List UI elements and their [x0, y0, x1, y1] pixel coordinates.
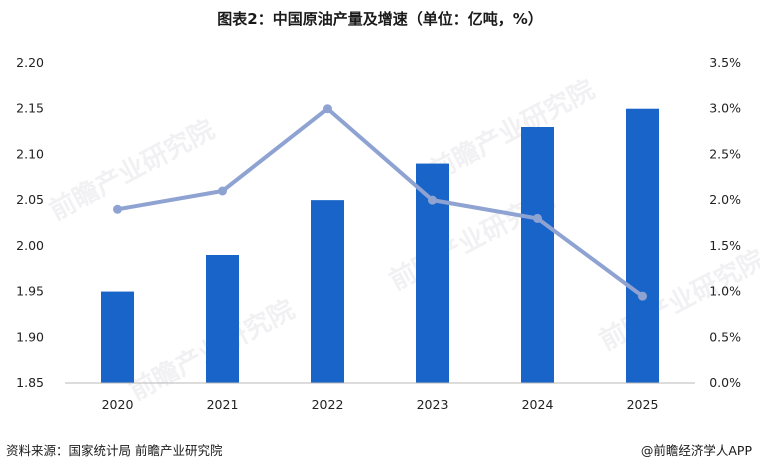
bar	[206, 255, 239, 383]
left-axis: 2.20 2.15 2.10 2.05 2.00 1.95 1.90 1.85	[16, 55, 44, 390]
left-tick-label: 2.05	[16, 192, 44, 207]
chart-title: 图表2：中国原油产量及增速（单位：亿吨，%）	[217, 10, 543, 28]
x-tick-label: 2022	[312, 397, 344, 412]
bar	[101, 291, 134, 383]
right-tick-label: 2.5%	[709, 146, 741, 161]
left-tick-label: 1.85	[16, 375, 44, 390]
right-tick-label: 1.0%	[709, 284, 741, 299]
right-tick-label: 0.0%	[709, 375, 741, 390]
left-tick-label: 2.15	[16, 101, 44, 116]
growth-point	[638, 291, 647, 301]
right-tick-label: 1.5%	[709, 238, 741, 253]
bar	[626, 108, 659, 383]
right-tick-label: 2.0%	[709, 192, 741, 207]
left-tick-label: 1.95	[16, 284, 44, 299]
x-tick-label: 2024	[522, 397, 554, 412]
growth-point	[428, 195, 437, 205]
left-tick-label: 1.90	[16, 329, 44, 344]
growth-point	[218, 186, 227, 196]
x-axis: 2020 2021 2022 2023 2024 2025	[102, 397, 659, 412]
growth-line-series	[113, 104, 647, 301]
source-note: 资料来源：国家统计局 前瞻产业研究院	[6, 443, 223, 458]
right-tick-label: 0.5%	[709, 329, 741, 344]
growth-line	[117, 106, 644, 298]
brand-credit: @前瞻经济学人APP	[640, 443, 752, 458]
x-tick-label: 2023	[417, 397, 449, 412]
left-tick-label: 2.00	[16, 238, 44, 253]
growth-point	[533, 213, 542, 223]
bar	[311, 200, 344, 383]
bar	[521, 127, 554, 383]
growth-point	[113, 204, 122, 214]
growth-point	[323, 104, 332, 114]
x-tick-label: 2025	[627, 397, 659, 412]
right-tick-label: 3.0%	[709, 101, 741, 116]
x-tick-label: 2021	[207, 397, 239, 412]
right-axis: 3.5% 3.0% 2.5% 2.0% 1.5% 1.0% 0.5% 0.0%	[709, 55, 741, 390]
x-tick-label: 2020	[102, 397, 134, 412]
left-tick-label: 2.20	[16, 55, 44, 70]
right-tick-label: 3.5%	[709, 55, 741, 70]
left-tick-label: 2.10	[16, 146, 44, 161]
